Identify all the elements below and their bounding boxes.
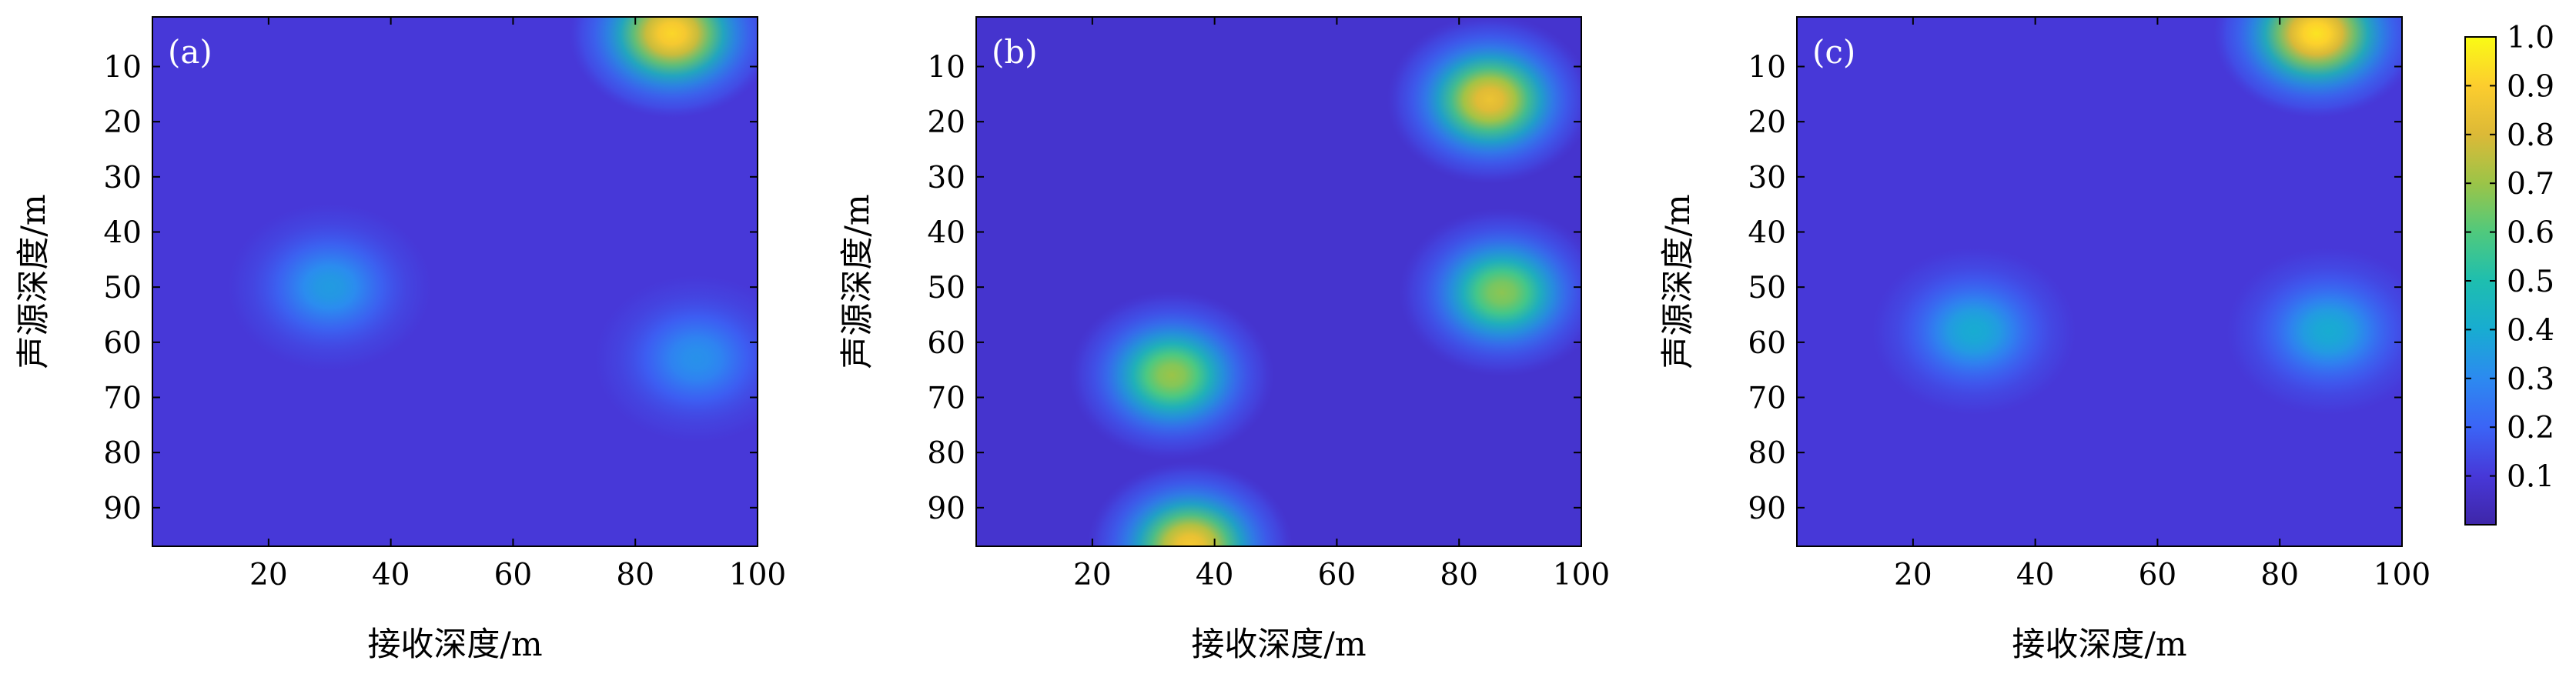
x-tick-label: 20: [249, 558, 288, 592]
colorbar-tick-label: 0.1: [2507, 460, 2554, 495]
y-tick-label: 30: [103, 161, 142, 195]
x-tick-label: 20: [1894, 558, 1932, 592]
colorbar-tick-label: 0.6: [2507, 216, 2554, 251]
heatmap-peak: [1387, 17, 1581, 185]
heatmap-peak: [1399, 208, 1581, 378]
panel-tag: (b): [992, 33, 1038, 71]
colorbar-tick-label: 0.9: [2507, 69, 2554, 104]
y-tick-label: 10: [927, 51, 965, 85]
y-tick-label: 20: [103, 105, 142, 140]
y-tick-label: 60: [103, 326, 142, 361]
y-tick-label: 80: [103, 436, 142, 471]
panel-3: 20 40 60 80 100 10 20 30 40 50 60 70 80 90 接收深度/m 声源深度/…: [1659, 16, 2430, 664]
panel-tag: (c): [1812, 33, 1855, 71]
plot-frame: [975, 16, 1582, 547]
y-tick-label: 80: [927, 436, 965, 471]
x-tick-label: 60: [494, 558, 533, 592]
plot-frame: [1796, 16, 2403, 547]
colorbar: 0.1 0.2 0.3 0.4 0.5 0.6 0.7 0.8 0.9 1.0: [2464, 21, 2554, 526]
panel-1: 20 40 60 80 100 10 20 30 40 50 60 70 80 90 接收深度/m 声源深度/…: [15, 16, 786, 664]
y-axis-label: 声源深度/m: [838, 194, 877, 369]
y-tick-label: 90: [927, 492, 965, 526]
x-tick-label: 80: [616, 558, 654, 592]
heatmap-field: [1797, 17, 2402, 546]
y-tick-label: 90: [103, 492, 142, 526]
y-axis-label: 声源深度/m: [15, 194, 53, 369]
heatmap-peak: [594, 274, 758, 444]
y-tick-label: 20: [927, 105, 965, 140]
y-tick-label: 30: [927, 161, 965, 195]
y-tick-label: 40: [1748, 216, 1786, 251]
x-tick-label: 40: [372, 558, 410, 592]
heatmap-peak: [569, 17, 758, 118]
y-tick-label: 50: [927, 271, 965, 305]
y-tick-label: 50: [1748, 271, 1786, 305]
colorbar-tick-label: 0.3: [2507, 362, 2554, 397]
x-tick-label: 100: [2374, 558, 2430, 592]
y-tick-label: 70: [1748, 382, 1786, 416]
heatmap-peak: [1087, 461, 1293, 546]
heatmap-field: [976, 17, 1581, 546]
colorbar-tick-label: 0.8: [2507, 118, 2554, 153]
panel-tag: (a): [168, 33, 212, 71]
y-axis-label: 声源深度/m: [1659, 194, 1698, 369]
heatmap-peak: [1069, 290, 1275, 460]
x-tick-label: 60: [1318, 558, 1357, 592]
heatmap-peak: [226, 202, 433, 372]
heatmap-peak: [1871, 246, 2077, 416]
y-tick-label: 70: [103, 382, 142, 416]
x-tick-label: 100: [729, 558, 786, 592]
heatmap-peak: [2226, 246, 2402, 416]
x-tick-label: 80: [1440, 558, 1478, 592]
x-tick-label: 80: [2260, 558, 2299, 592]
heatmap-peak: [2213, 17, 2402, 118]
colorbar-tick-label: 0.4: [2507, 313, 2554, 348]
y-tick-label: 70: [927, 382, 965, 416]
y-tick-label: 10: [103, 51, 142, 85]
y-tick-label: 90: [1748, 492, 1786, 526]
y-tick-label: 50: [103, 271, 142, 305]
x-tick-label: 60: [2139, 558, 2177, 592]
panel-2: 20 40 60 80 100 10 20 30 40 50 60 70 80 90 接收深度/m 声源深度/…: [838, 16, 1610, 664]
y-tick-label: 40: [103, 216, 142, 251]
plot-frame: [152, 16, 758, 547]
colorbar-tick-label: 0.2: [2507, 411, 2554, 445]
x-tick-label: 40: [2016, 558, 2055, 592]
x-tick-label: 100: [1553, 558, 1610, 592]
y-tick-label: 60: [927, 326, 965, 361]
x-axis-label: 接收深度/m: [2012, 626, 2186, 664]
y-tick-label: 60: [1748, 326, 1786, 361]
x-tick-label: 40: [1196, 558, 1234, 592]
colorbar-tick-label: 0.5: [2507, 265, 2554, 299]
x-tick-label: 20: [1073, 558, 1112, 592]
x-axis-label: 接收深度/m: [367, 626, 542, 664]
heatmap-field: [152, 17, 758, 546]
y-tick-label: 10: [1748, 51, 1786, 85]
x-axis-label: 接收深度/m: [1191, 626, 1366, 664]
colorbar-tick-label: 0.7: [2507, 167, 2554, 202]
y-tick-label: 30: [1748, 161, 1786, 195]
y-tick-label: 40: [927, 216, 965, 251]
y-tick-label: 20: [1748, 105, 1786, 140]
colorbar-tick-label: 1.0: [2507, 21, 2554, 55]
y-tick-label: 80: [1748, 436, 1786, 471]
